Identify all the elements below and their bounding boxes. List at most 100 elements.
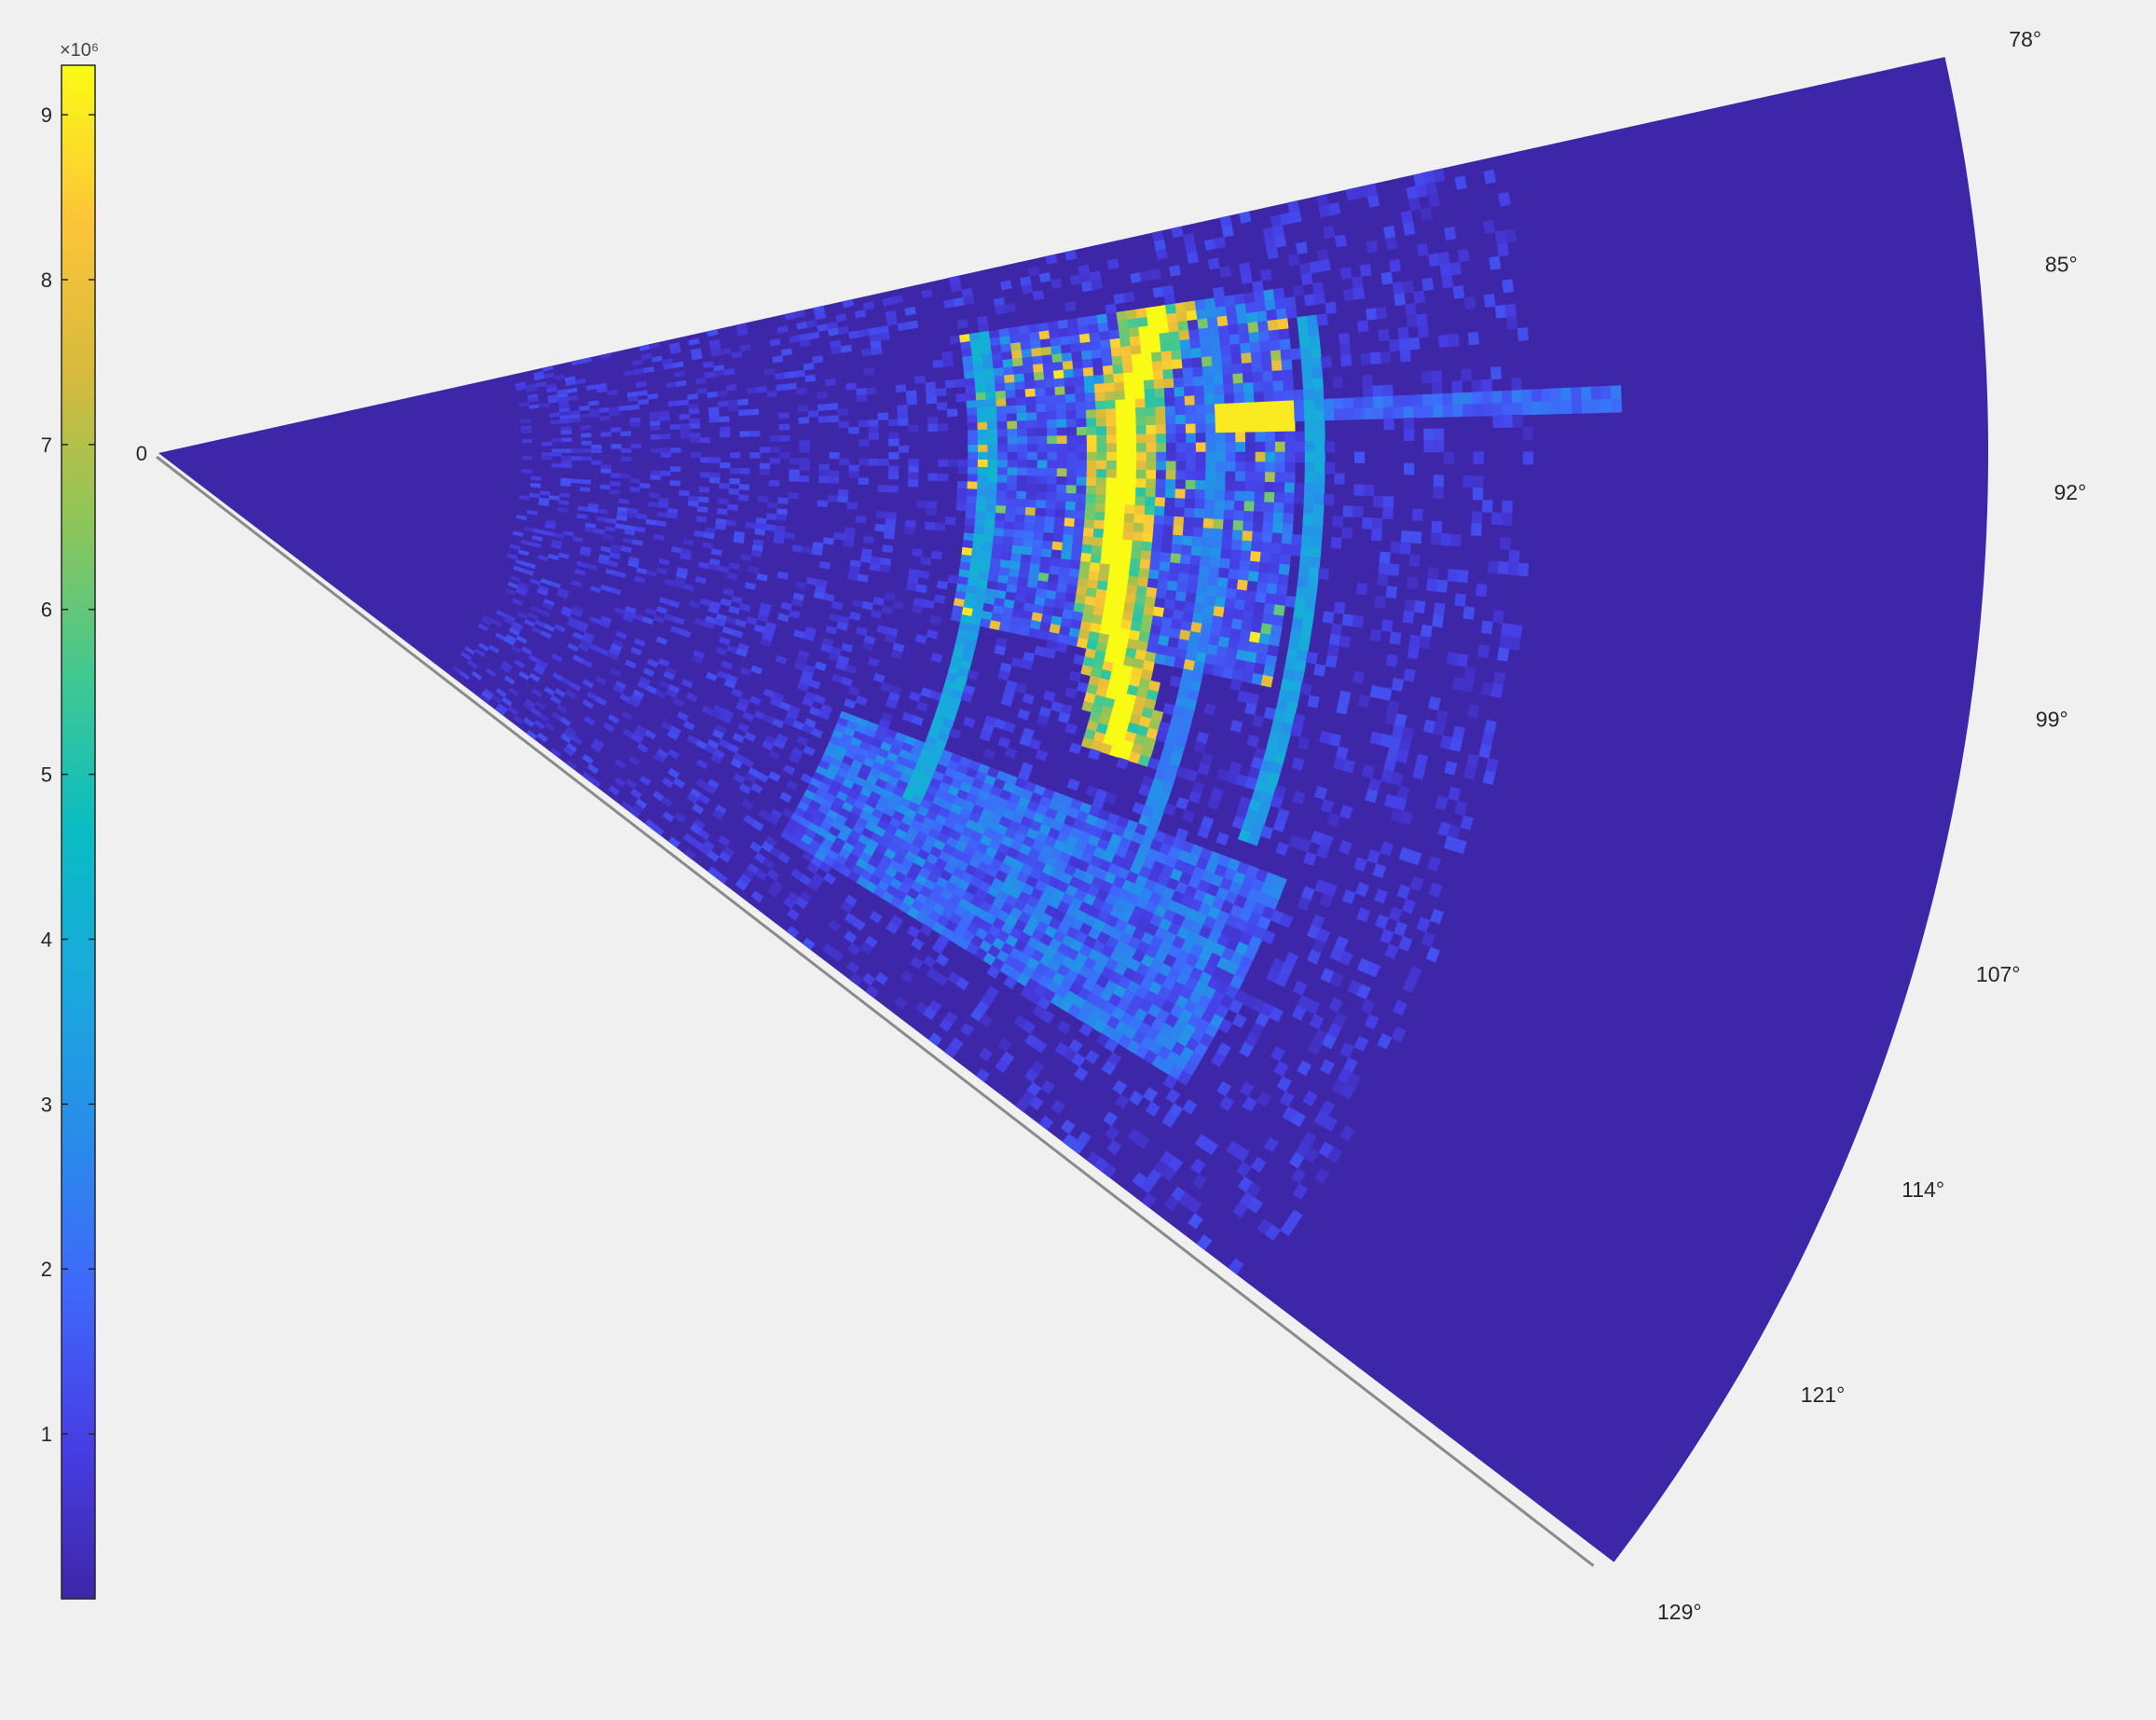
heatmap-cell — [666, 381, 678, 389]
heatmap-cell — [1156, 313, 1169, 325]
heatmap-cell — [1069, 274, 1082, 286]
heatmap-cell — [1311, 366, 1324, 379]
heatmap-cell — [1452, 285, 1465, 299]
heatmap-cell — [1267, 572, 1280, 585]
heatmap-cell — [757, 495, 769, 503]
heatmap-cell — [1186, 433, 1197, 444]
heatmap-cell — [725, 383, 737, 392]
heatmap-cell — [1185, 405, 1196, 416]
heatmap-cell — [1132, 362, 1144, 374]
heatmap-cell — [648, 492, 660, 499]
heatmap-cell — [883, 530, 895, 540]
heatmap-cell — [1037, 629, 1051, 641]
heatmap-cell — [1490, 683, 1504, 698]
heatmap-cell — [1146, 469, 1157, 480]
heatmap-cell — [1006, 498, 1017, 507]
heatmap-cell — [1133, 504, 1146, 516]
heatmap-cell — [993, 367, 1005, 378]
heatmap-cell — [1243, 382, 1255, 394]
heatmap-cell — [948, 727, 962, 739]
heatmap-cell — [739, 343, 752, 352]
heatmap-cell — [615, 515, 627, 522]
heatmap-cell — [1223, 383, 1235, 395]
heatmap-cell — [1180, 349, 1192, 360]
heatmap-cell — [599, 484, 611, 490]
heatmap-cell — [1229, 720, 1243, 733]
heatmap-cell — [1088, 748, 1101, 761]
heatmap-cell — [1133, 389, 1146, 400]
heatmap-cell — [1162, 368, 1174, 380]
heatmap-cell — [1255, 451, 1266, 463]
heatmap-cell — [1105, 486, 1117, 496]
heatmap-cell — [1203, 394, 1215, 406]
heatmap-cell — [581, 456, 592, 461]
heatmap-cell — [558, 492, 570, 499]
heatmap-cell — [985, 398, 997, 408]
heatmap-cell — [1265, 431, 1276, 443]
heatmap-cell — [1254, 491, 1266, 503]
heatmap-cell — [1125, 407, 1137, 418]
heatmap-cell — [738, 409, 749, 417]
heatmap-cell — [798, 475, 810, 483]
heatmap-cell — [1388, 338, 1401, 352]
heatmap-cell — [1318, 259, 1331, 272]
heatmap-cell — [1147, 569, 1160, 581]
heatmap-cell — [1235, 461, 1246, 473]
heatmap-cell — [1006, 490, 1018, 500]
heatmap-cell — [687, 500, 699, 507]
colorbar-gradient — [61, 64, 96, 1600]
heatmap-cell — [825, 625, 838, 635]
heatmap-cell — [1488, 559, 1500, 574]
heatmap-cell — [1232, 382, 1244, 394]
heatmap-cell — [1380, 351, 1392, 365]
heatmap-cell — [1382, 395, 1394, 408]
heatmap-cell — [1362, 516, 1374, 530]
heatmap-cell — [1186, 461, 1197, 472]
heatmap-cell — [1027, 266, 1040, 277]
heatmap-cell — [1233, 599, 1246, 612]
heatmap-cell — [1114, 390, 1126, 401]
heatmap-cell — [858, 458, 870, 466]
heatmap-cell — [615, 630, 627, 640]
heatmap-cell — [1284, 472, 1296, 484]
heatmap-cell — [1451, 392, 1463, 406]
heatmap-cell — [1356, 320, 1369, 333]
heatmap-cell — [1456, 653, 1469, 667]
heatmap-cell — [1214, 403, 1226, 415]
heatmap-cell — [1016, 490, 1027, 501]
heatmap-cell — [1502, 402, 1514, 416]
heatmap-cell — [1124, 495, 1136, 506]
heatmap-cell — [1216, 315, 1229, 327]
heatmap-cell — [543, 623, 556, 632]
heatmap-cell — [772, 355, 784, 364]
heatmap-cell — [1146, 461, 1157, 471]
heatmap-cell — [846, 502, 858, 510]
heatmap-cell — [1328, 633, 1341, 647]
heatmap-cell — [1033, 523, 1045, 533]
heatmap-cell — [932, 359, 944, 368]
heatmap-cell — [1126, 461, 1137, 471]
heatmap-cell — [1254, 401, 1266, 413]
heatmap-cell — [1225, 432, 1237, 443]
heatmap-cell — [1244, 481, 1256, 492]
heatmap-cell — [868, 458, 880, 466]
heatmap-cell — [862, 300, 875, 310]
heatmap-cell — [1460, 815, 1475, 831]
heatmap-cell — [985, 497, 997, 506]
heatmap-cell — [719, 426, 731, 433]
heatmap-cell — [1314, 461, 1325, 474]
heatmap-cell — [750, 549, 762, 558]
heatmap-cell — [706, 671, 718, 681]
heatmap-cell — [1064, 385, 1076, 395]
heatmap-cell — [1449, 736, 1463, 752]
heatmap-cell — [1192, 376, 1204, 387]
heatmap-cell — [938, 459, 949, 467]
heatmap-cell — [776, 514, 788, 522]
heatmap-cell — [1382, 496, 1394, 509]
heatmap-cell — [1255, 461, 1266, 473]
heatmap-cell — [1115, 399, 1126, 409]
heatmap-cell — [1449, 261, 1463, 276]
heatmap-cell — [1064, 301, 1077, 312]
heatmap-cell — [580, 479, 592, 485]
heatmap-cell — [963, 363, 975, 373]
